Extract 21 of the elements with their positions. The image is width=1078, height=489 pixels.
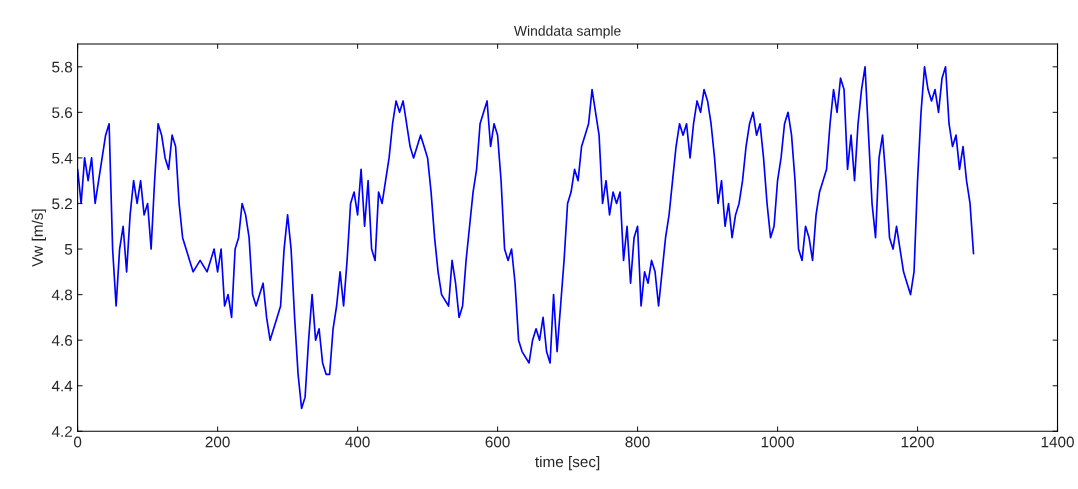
y-tick-label: 5.6 [52,107,73,119]
x-tick-label: 600 [485,436,510,448]
y-tick-label: 4.8 [51,289,73,301]
x-tick-label: 200 [205,436,230,448]
chart-title: Winddata sample [513,25,621,39]
line-series [77,65,975,410]
y-tick-label: 4.2 [51,426,72,437]
y-tick-label: 4.6 [51,335,73,346]
y-tick-label: 5.4 [52,152,73,164]
x-tick-label: 1200 [901,436,934,448]
x-axis-title: time [sec] [535,455,600,471]
x-tick-label: 400 [345,436,370,448]
y-tick-label: 5 [64,244,73,255]
x-tick-label: 1000 [761,436,794,448]
x-tick-label: 1400 [1041,436,1074,448]
x-tick-label: 0 [73,436,82,448]
y-tick-label: 5.2 [52,198,72,210]
y-axis-title: Vw [m/s] [31,209,46,267]
x-tick-label: 800 [625,436,650,448]
y-tick-label: 4.4 [51,380,73,392]
y-tick-label: 5.8 [52,61,73,73]
